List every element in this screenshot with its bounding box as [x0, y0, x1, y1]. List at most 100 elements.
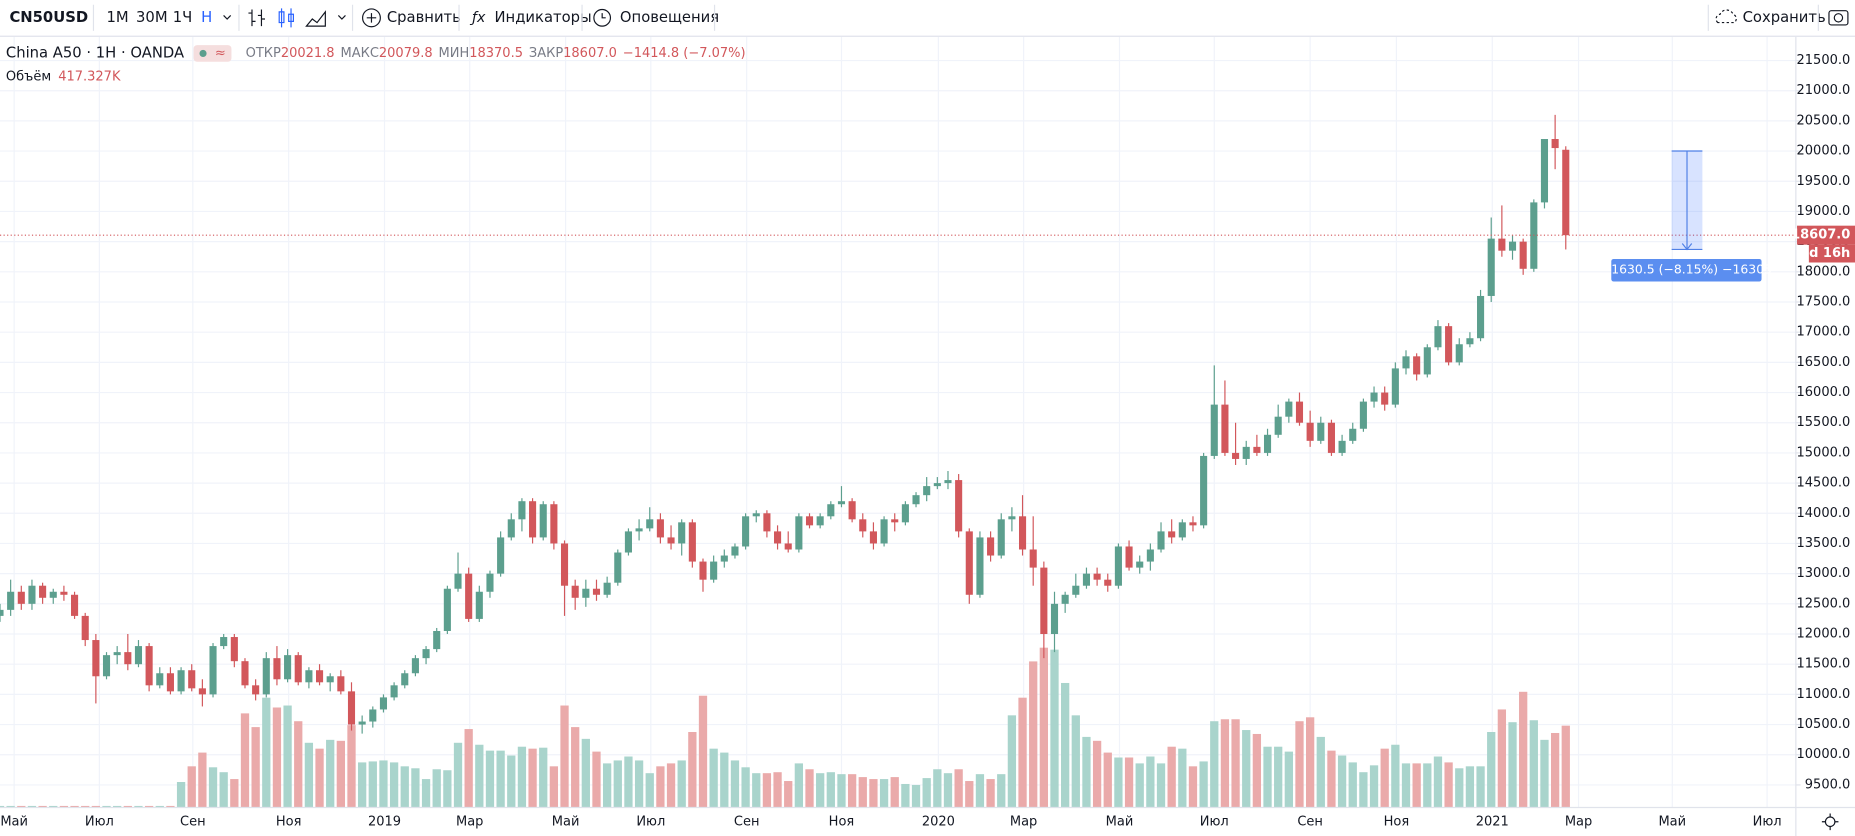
volume-bar: [698, 695, 708, 808]
compare-button[interactable]: Сравнить: [387, 9, 461, 26]
candle-body: [156, 673, 164, 686]
volume-bar: [1178, 748, 1187, 808]
candle-body: [1072, 585, 1080, 595]
volume-bar: [1487, 732, 1496, 808]
y-tick-label: 20500.0: [1797, 113, 1851, 128]
candle-body: [1317, 422, 1325, 441]
volume-bar: [847, 774, 857, 808]
candle-body: [358, 721, 366, 725]
candle-body: [1082, 573, 1091, 586]
candle-body: [433, 630, 441, 650]
candle-body: [1498, 238, 1506, 251]
candle-body: [837, 501, 846, 505]
volume-bar: [1337, 755, 1347, 808]
volume-bar: [379, 760, 388, 808]
x-tick-label: Сен: [180, 814, 206, 829]
y-tick-label: 13500.0: [1797, 536, 1851, 551]
x-tick-label: Мар: [456, 814, 483, 829]
x-tick-label: Ноя: [276, 814, 302, 829]
symbol-button[interactable]: CN50USD: [9, 9, 88, 26]
volume-bar: [634, 760, 644, 808]
compare-icon[interactable]: [362, 8, 381, 28]
volume-value: 417.327K: [58, 70, 121, 85]
candle-body: [987, 537, 995, 556]
interval-button[interactable]: 1M: [106, 9, 128, 26]
save-button[interactable]: Сохранить: [1743, 9, 1826, 26]
y-tick-label: 20000.0: [1797, 144, 1851, 159]
volume-bar: [965, 781, 974, 808]
candle-body: [1423, 347, 1431, 375]
screenshot-button[interactable]: [1833, 13, 1844, 23]
change-label: −1414.8 (−7.07%): [623, 46, 746, 61]
ohlc-value: 20079.8: [379, 46, 433, 61]
volume-bar: [1359, 772, 1368, 808]
candle-body: [731, 546, 739, 556]
candle-body: [1093, 573, 1101, 580]
candle-body: [891, 519, 899, 523]
volume-bar: [123, 805, 132, 808]
y-tick-label: 15500.0: [1797, 415, 1851, 430]
candle-body: [411, 658, 419, 674]
y-tick-label: 10000.0: [1797, 747, 1851, 762]
overlay: −1630.5 (−8.15%) −16305: [0, 150, 1796, 282]
volume-bar: [1114, 757, 1123, 808]
candle-style-button[interactable]: [278, 8, 294, 28]
candle-body: [113, 652, 121, 656]
candle-body: [1008, 516, 1016, 520]
y-tick-label: 18000.0: [1797, 264, 1851, 279]
alerts-icon[interactable]: [593, 8, 612, 27]
candle-body: [667, 537, 675, 544]
volume-bar: [1124, 757, 1134, 808]
volume-bar: [773, 772, 782, 808]
volume-bar: [720, 752, 729, 808]
price-axis-panel: [1795, 36, 1855, 836]
candle-body: [1263, 434, 1272, 453]
candle-body: [944, 480, 952, 484]
candle-body: [1466, 338, 1474, 345]
x-tick-label: Май: [1658, 814, 1686, 829]
x-tick-label: 2021: [1476, 814, 1509, 829]
compare-icon[interactable]: [366, 13, 377, 23]
status-badge: [193, 45, 232, 62]
bar-style-button[interactable]: [248, 9, 265, 27]
interval-menu[interactable]: [223, 15, 232, 20]
alerts-button[interactable]: Оповещения: [620, 9, 719, 26]
candle-body: [965, 531, 973, 595]
style-menu[interactable]: [337, 15, 346, 20]
save-icon[interactable]: [1715, 9, 1737, 24]
volume-bar: [59, 805, 69, 808]
candle-body: [1242, 446, 1250, 459]
candle-body: [1477, 295, 1485, 339]
candle-body: [1210, 404, 1218, 456]
candle-body: [742, 516, 750, 547]
volume-bar: [134, 805, 143, 808]
volume-bar: [102, 805, 111, 808]
candle-body: [177, 670, 185, 692]
interval-button[interactable]: 30M: [136, 9, 168, 26]
x-tick-label: Июл: [1753, 814, 1782, 829]
settings-button[interactable]: [1821, 813, 1839, 831]
volume-bar: [1018, 697, 1027, 808]
volume-bar: [0, 805, 5, 808]
volume-bar: [1508, 722, 1517, 808]
candle-body: [923, 486, 931, 496]
candle-body: [710, 561, 718, 580]
indicators-icon[interactable]: ƒx: [469, 10, 486, 26]
y-tick-label: 17000.0: [1797, 325, 1851, 340]
alerts-icon[interactable]: [601, 13, 606, 19]
candle-body: [1445, 326, 1453, 363]
volume-bar: [656, 766, 665, 808]
candle-body: [1562, 149, 1570, 236]
candle-body: [188, 670, 196, 689]
indicators-button[interactable]: Индикаторы: [495, 9, 592, 26]
measure-arrow-head: [1681, 243, 1693, 251]
screenshot-button[interactable]: [1828, 10, 1849, 26]
volume-bar: [1061, 682, 1070, 808]
candle-body: [848, 501, 856, 520]
volume-bar: [453, 742, 463, 808]
area-style-button[interactable]: [305, 10, 326, 27]
interval-button[interactable]: Н: [201, 9, 212, 26]
ohlc-caption: ЗАКР: [529, 46, 563, 61]
interval-button[interactable]: 1Ч: [173, 9, 193, 26]
candle-body: [933, 483, 941, 487]
